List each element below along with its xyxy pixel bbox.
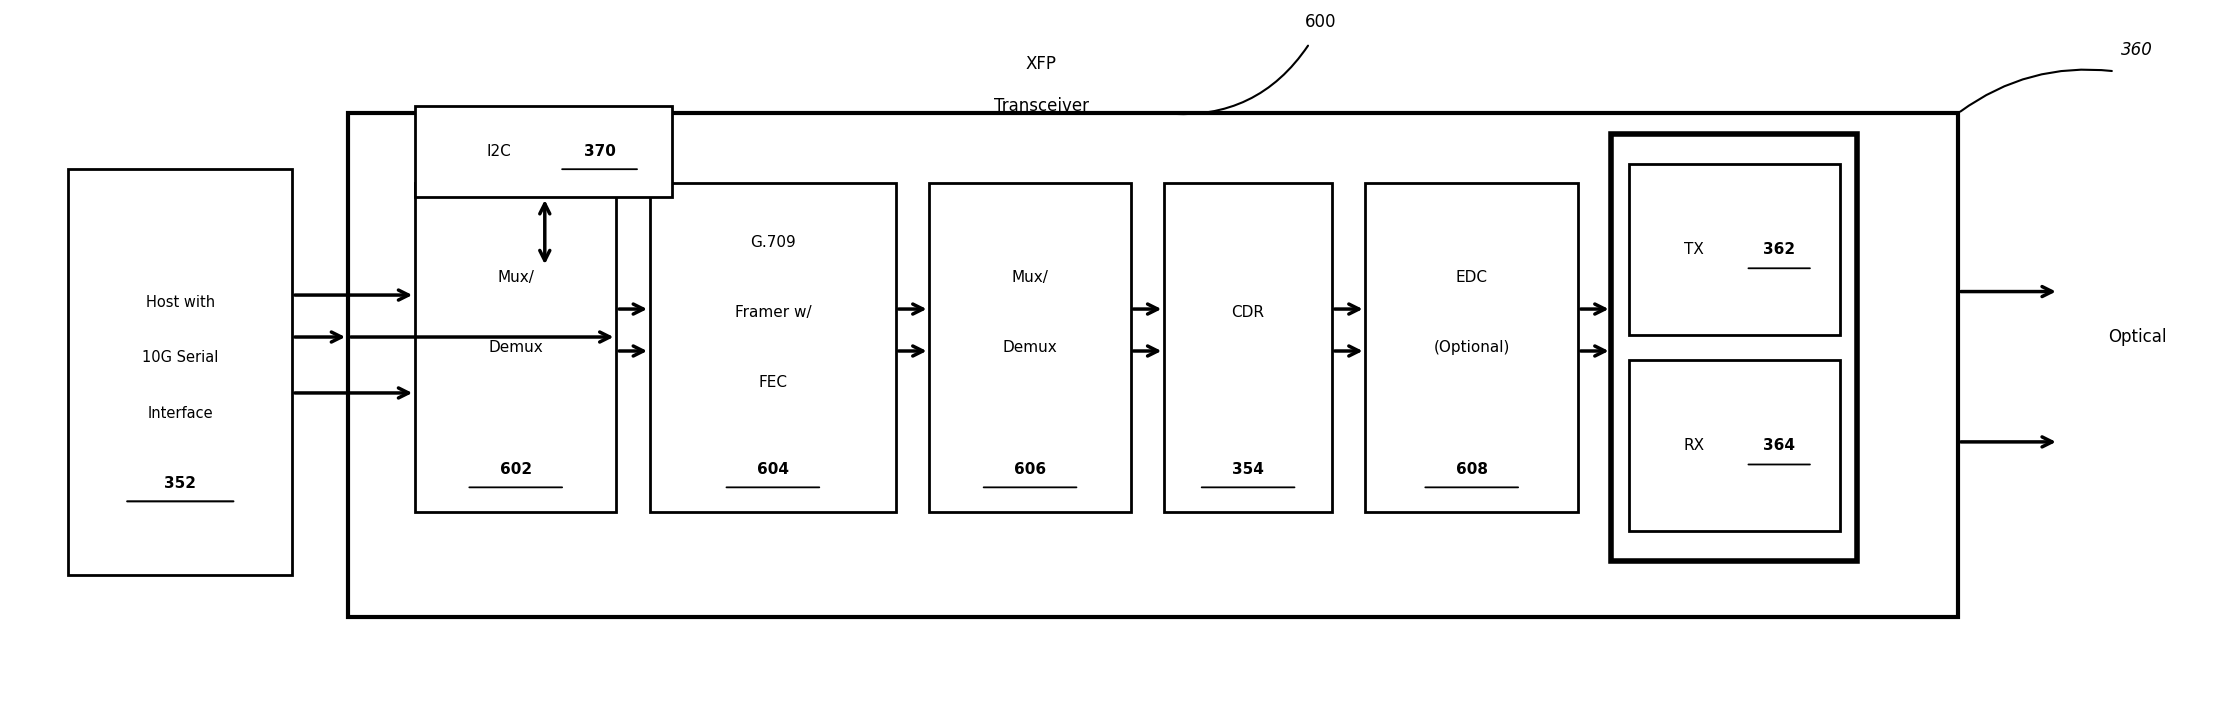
Text: G.709: G.709 [750,235,795,250]
Text: Demux: Demux [488,340,544,355]
Text: 602: 602 [499,463,533,477]
FancyBboxPatch shape [1164,183,1332,512]
FancyBboxPatch shape [1612,134,1858,561]
Text: Interface: Interface [148,406,213,421]
FancyBboxPatch shape [649,183,896,512]
FancyBboxPatch shape [414,106,672,197]
Text: 352: 352 [163,477,197,491]
Text: Demux: Demux [1003,340,1057,355]
Text: Transceiver: Transceiver [994,98,1088,115]
Text: (Optional): (Optional) [1433,340,1509,355]
FancyBboxPatch shape [414,183,616,512]
Text: 608: 608 [1455,463,1487,477]
FancyBboxPatch shape [69,169,291,575]
Text: 360: 360 [2120,41,2154,60]
Text: EDC: EDC [1455,270,1487,285]
Text: FEC: FEC [759,375,788,390]
FancyBboxPatch shape [929,183,1131,512]
FancyBboxPatch shape [1366,183,1578,512]
FancyBboxPatch shape [347,113,1959,616]
Text: 604: 604 [757,463,788,477]
Text: RX: RX [1684,438,1704,453]
Text: 354: 354 [1231,463,1265,477]
Text: TX: TX [1684,242,1704,257]
Text: Host with: Host with [146,295,215,310]
FancyBboxPatch shape [1630,164,1840,335]
Text: Mux/: Mux/ [497,270,535,285]
Text: Framer w/: Framer w/ [734,305,811,320]
Text: Optical: Optical [2107,328,2165,346]
Text: 364: 364 [1762,438,1796,453]
Text: CDR: CDR [1231,305,1265,320]
Text: I2C: I2C [486,144,510,159]
FancyBboxPatch shape [1630,360,1840,531]
Text: 10G Serial: 10G Serial [141,350,219,366]
Text: 370: 370 [584,144,616,159]
Text: 600: 600 [1305,13,1337,32]
Text: 606: 606 [1014,463,1046,477]
Text: XFP: XFP [1025,55,1057,73]
Text: 362: 362 [1762,242,1796,257]
Text: Mux/: Mux/ [1012,270,1048,285]
